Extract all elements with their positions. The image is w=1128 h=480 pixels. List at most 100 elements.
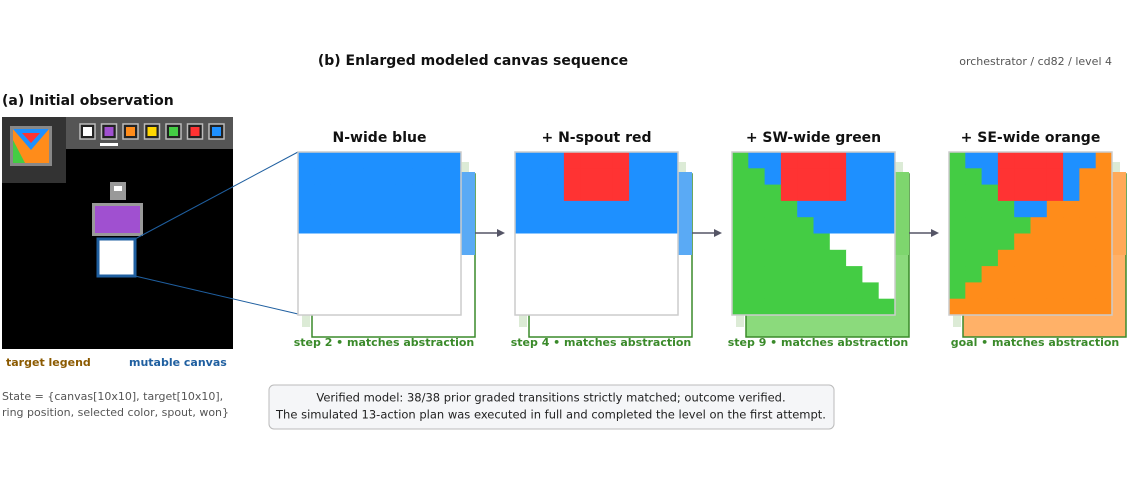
canvas-cell [363, 152, 380, 169]
canvas-cell [862, 200, 880, 218]
ghost-cell [895, 162, 903, 174]
palette-color [147, 127, 157, 136]
canvas-cell [379, 217, 397, 234]
canvas-cell [878, 249, 896, 267]
canvas-cell [748, 298, 765, 316]
canvas-cell [813, 184, 831, 202]
canvas-cell [813, 217, 831, 234]
canvas-cell [797, 152, 814, 169]
canvas-cell [1030, 184, 1048, 202]
canvas-cell [1079, 249, 1097, 267]
canvas-cell [629, 298, 646, 316]
canvas-cell [862, 168, 880, 185]
canvas-cell [515, 184, 532, 202]
canvas-cell [748, 217, 765, 234]
canvas-cell [428, 217, 446, 234]
canvas-cell [531, 282, 548, 300]
canvas-cell [346, 282, 364, 300]
canvas-cell [645, 184, 663, 202]
canvas-cell [1063, 184, 1080, 202]
canvas-cell [379, 298, 397, 316]
canvas-cell [531, 184, 548, 202]
shadow-strip [461, 172, 475, 255]
canvas-cell [645, 233, 663, 251]
canvas-cell [965, 282, 982, 300]
canvas-cell [1063, 298, 1080, 316]
canvas-cell [965, 152, 982, 169]
canvas-cell [395, 184, 413, 202]
canvas-cell [1014, 233, 1031, 251]
canvas-cell [314, 184, 331, 202]
canvas-cell [997, 200, 1015, 218]
palette-color [169, 127, 178, 136]
canvas-cell [997, 266, 1015, 283]
canvas-cell [997, 249, 1015, 267]
canvas-cell [1046, 298, 1064, 316]
ghost-cell [461, 162, 469, 174]
canvas-cell [563, 266, 581, 283]
canvas-cell [764, 233, 782, 251]
canvas-cell [1079, 200, 1097, 218]
canvas-cell [444, 152, 462, 169]
canvas-cell [1079, 217, 1097, 234]
canvas-cell [515, 152, 532, 169]
canvas-cell [829, 152, 847, 169]
canvas-cell [1063, 152, 1080, 169]
canvas-cell [780, 282, 798, 300]
canvas-cell [531, 152, 548, 169]
canvas-cell [829, 266, 847, 283]
canvas-cell [515, 282, 532, 300]
canvas-cell [797, 184, 814, 202]
canvas-cell [1046, 282, 1064, 300]
canvas-cell [1079, 152, 1097, 169]
canvas-cell [965, 249, 982, 267]
canvas-cell [764, 200, 782, 218]
canvas-cell [1014, 249, 1031, 267]
canvas-cell [645, 298, 663, 316]
canvas-cell [547, 233, 565, 251]
canvas-cell [878, 168, 896, 185]
canvas-cell [846, 266, 863, 283]
canvas-cell [531, 168, 548, 185]
canvas-cell [346, 233, 364, 251]
canvas-cell [515, 200, 532, 218]
canvas-cell [965, 233, 982, 251]
canvas-cell [444, 249, 462, 267]
canvas-cell [846, 249, 863, 267]
canvas-cell [829, 249, 847, 267]
canvas-cell [298, 282, 315, 300]
canvas-cell [764, 152, 782, 169]
canvas-cell [395, 249, 413, 267]
arrow-head [714, 229, 722, 237]
canvas-cell [428, 233, 446, 251]
canvas-cell [645, 249, 663, 267]
canvas-cell [346, 298, 364, 316]
canvas-cell [846, 298, 863, 316]
canvas-cell [563, 217, 581, 234]
canvas-cell [298, 152, 315, 169]
canvas-cell [949, 266, 966, 283]
canvas-cell [612, 217, 630, 234]
shadow-strip [1112, 172, 1126, 255]
canvas-cell [764, 298, 782, 316]
canvas-cell [1014, 298, 1031, 316]
canvas-cell [596, 184, 614, 202]
ghost-cell [953, 315, 961, 327]
canvas-cell [580, 233, 597, 251]
canvas-cell [878, 184, 896, 202]
canvas-cell [981, 233, 999, 251]
canvas-cell [732, 217, 749, 234]
canvas-cell [580, 200, 597, 218]
canvas-cell [379, 152, 397, 169]
canvas-cell [444, 282, 462, 300]
canvas-cell [1030, 217, 1048, 234]
canvas-cell [997, 233, 1015, 251]
canvas-cell [330, 282, 348, 300]
canvas-cell [1030, 298, 1048, 316]
canvas-cell [531, 217, 548, 234]
canvas-cell [949, 152, 966, 169]
canvas-cell [563, 184, 581, 202]
canvas-cell [878, 152, 896, 169]
canvas-cell [862, 298, 880, 316]
canvas-cell [314, 266, 331, 283]
